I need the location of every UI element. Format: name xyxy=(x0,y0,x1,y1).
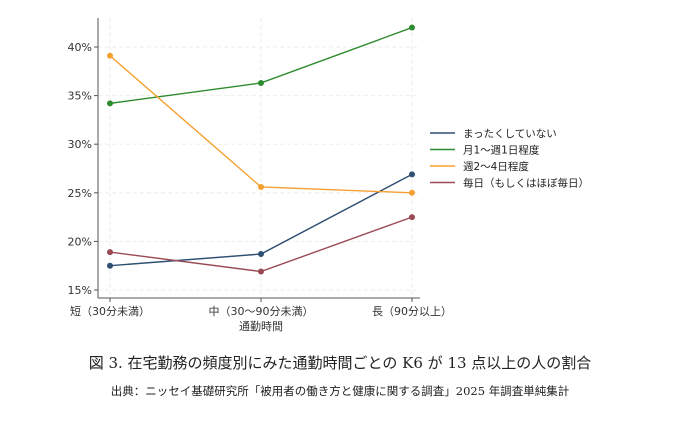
data-point xyxy=(258,251,264,258)
y-tick-label: 40% xyxy=(68,41,92,54)
x-tick-label: 中（30〜90分未満） xyxy=(209,305,314,318)
legend-label: 週2〜4日程度 xyxy=(463,160,529,173)
x-tick-label: 短（30分未満） xyxy=(70,304,150,318)
series-line-1 xyxy=(109,26,413,105)
line-chart: 15% 20% 25% 30% 35% 40% 短（30分未満） 中（30〜90分未満） 長（9… xyxy=(68,18,589,333)
data-point xyxy=(107,100,113,107)
data-point xyxy=(409,171,415,178)
data-point xyxy=(107,52,113,59)
y-tick-label: 35% xyxy=(68,90,92,103)
y-tick-label: 25% xyxy=(68,187,92,200)
legend-label: 月1〜週1日程度 xyxy=(463,144,540,157)
legend-label: まったくしていない xyxy=(463,128,557,140)
figure-source: 出典：ニッセイ基礎研究所「被用者の働き方と健康に関する調査」2025 年調査単純… xyxy=(110,384,570,398)
x-axis-label: 通勤時間 xyxy=(239,320,283,333)
data-point xyxy=(107,262,113,269)
data-point xyxy=(409,24,415,31)
data-point xyxy=(409,189,415,196)
figure-title: 図 3. 在宅勤務の頻度別にみた通勤時間ごとの K6 が 13 点以上の人の割合 xyxy=(88,354,592,372)
data-point xyxy=(258,183,264,190)
y-tick-label: 20% xyxy=(68,235,92,248)
x-tick-label: 長（90分以上） xyxy=(372,305,452,318)
data-point xyxy=(409,214,415,221)
y-tick-label: 15% xyxy=(68,284,92,297)
data-point xyxy=(258,268,264,275)
data-point xyxy=(258,79,264,86)
legend-label: 毎日（もしくはほぼ毎日） xyxy=(463,177,589,190)
data-point xyxy=(107,249,113,256)
y-tick-label: 30% xyxy=(68,138,92,151)
